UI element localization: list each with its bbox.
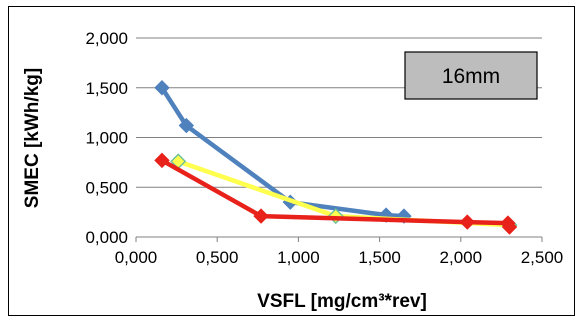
annotation-box: 16mm <box>404 51 538 100</box>
x-tick-label: 1,000 <box>277 248 320 267</box>
series-line <box>159 158 512 230</box>
series-layer <box>154 80 518 235</box>
x-tick-label: 2,500 <box>521 248 564 267</box>
series-line <box>175 159 512 228</box>
data-point <box>154 152 170 169</box>
x-tick-label: 1,500 <box>358 248 401 267</box>
y-tick-label: 0,500 <box>85 178 128 197</box>
y-axis-title: SMEC [kWh/kg] <box>22 68 43 208</box>
data-point <box>501 219 518 235</box>
x-ticks: 0,000 0,500 1,000 1,500 2,000 2,500 <box>115 237 564 267</box>
x-axis-title: VSFL [mg/cm³*rev] <box>257 291 427 312</box>
y-tick-label: 1,500 <box>85 79 128 98</box>
x-tick-label: 2,000 <box>440 248 483 267</box>
data-point <box>154 80 170 96</box>
data-point <box>459 214 476 230</box>
series-1 <box>154 80 412 224</box>
x-tick-label: 0,500 <box>196 248 239 267</box>
series-3 <box>154 152 518 235</box>
y-tick-label: 1,000 <box>85 129 128 148</box>
y-tick-label: 2,000 <box>85 29 128 48</box>
data-point <box>253 208 269 224</box>
y-ticks: 0,000 0,500 1,000 1,500 2,000 <box>85 29 128 247</box>
y-tick-label: 0,000 <box>85 228 128 247</box>
annotation-label: 16mm <box>442 65 500 88</box>
data-point <box>178 117 195 134</box>
x-tick-label: 0,000 <box>115 248 158 267</box>
